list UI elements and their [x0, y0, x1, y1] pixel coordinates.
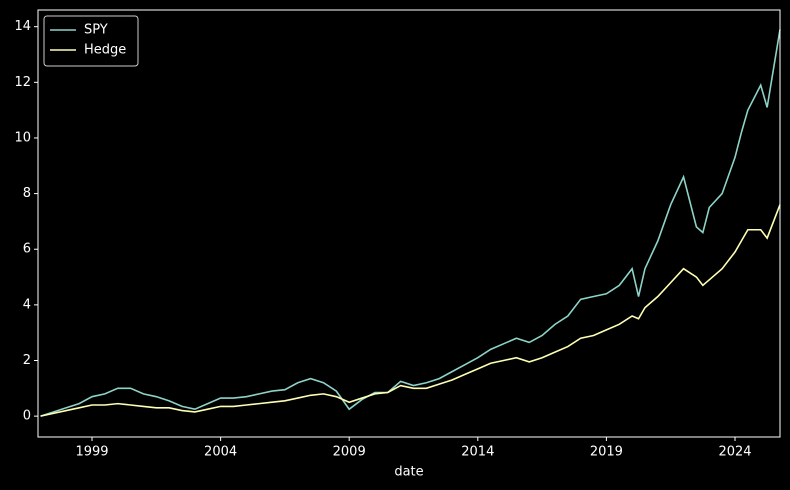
- series-line: [40, 204, 781, 417]
- y-tick-label: 14: [14, 19, 31, 34]
- x-tick-label: 2009: [333, 445, 366, 460]
- y-tick-label: 2: [23, 353, 31, 368]
- legend-label: Hedge: [84, 43, 126, 58]
- legend-label: SPY: [84, 23, 108, 38]
- x-tick-label: 2024: [718, 445, 751, 460]
- x-tick-label: 2004: [204, 445, 237, 460]
- legend-box: [43, 15, 139, 67]
- y-tick-label: 6: [23, 242, 31, 257]
- y-tick-label: 0: [23, 409, 31, 424]
- axes-frame: [37, 9, 781, 438]
- y-tick-label: 12: [14, 75, 31, 90]
- x-axis-label: date: [394, 465, 423, 480]
- x-tick-label: 1999: [75, 445, 108, 460]
- y-tick-label: 4: [23, 297, 31, 312]
- y-tick-label: 8: [23, 186, 31, 201]
- series-line: [40, 29, 781, 417]
- x-tick-label: 2019: [590, 445, 623, 460]
- y-tick-label: 10: [14, 130, 31, 145]
- x-tick-label: 2014: [461, 445, 494, 460]
